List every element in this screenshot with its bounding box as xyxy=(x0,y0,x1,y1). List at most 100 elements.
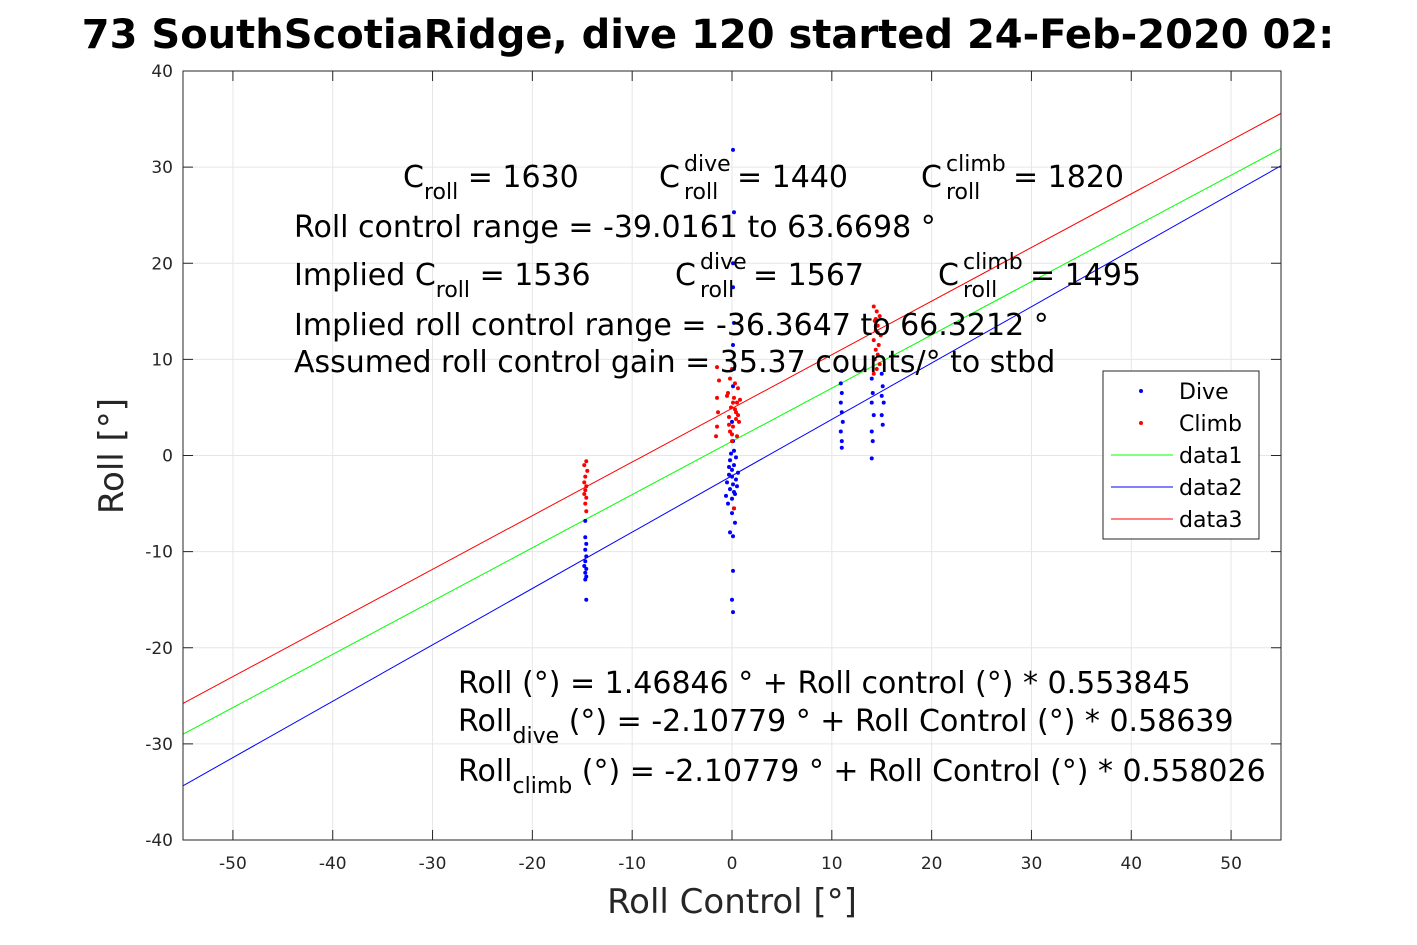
annotation-implied-dive-sub: roll xyxy=(700,278,734,303)
annotation-c-roll-dive-sup: dive xyxy=(684,152,731,177)
annotation-c-roll-climb-sub: roll xyxy=(946,180,980,205)
point-dive xyxy=(733,477,738,482)
equation-roll: Roll (°) = 1.46846 ° + Roll control (°) … xyxy=(458,666,1191,701)
point-climb xyxy=(877,362,882,367)
point-dive xyxy=(583,570,588,575)
annotation-c-roll-dive-val: = 1440 xyxy=(737,160,848,195)
point-dive xyxy=(870,391,875,396)
point-dive xyxy=(728,458,733,463)
point-dive xyxy=(724,493,729,498)
chart-title: 73 SouthScotiaRidge, dive 120 started 24… xyxy=(82,12,1334,58)
legend-marker-climb xyxy=(1139,421,1143,425)
annotation-implied-climb-sub: roll xyxy=(963,278,997,303)
point-climb xyxy=(877,314,882,319)
point-climb xyxy=(735,386,740,391)
x-tick-label: -30 xyxy=(419,854,447,874)
point-dive xyxy=(730,261,735,266)
point-climb xyxy=(871,338,876,343)
annotation-c-roll: Croll = 1630 xyxy=(403,160,579,205)
point-climb xyxy=(715,395,720,400)
equation-roll-dive: Rolldive (°) = -2.10779 ° + Roll Control… xyxy=(458,704,1234,749)
point-dive xyxy=(731,210,736,215)
point-dive xyxy=(734,484,739,489)
point-dive xyxy=(584,566,589,571)
point-dive xyxy=(584,554,589,559)
point-climb xyxy=(584,495,589,500)
annotation-implied-dive-base: C xyxy=(675,258,696,293)
y-tick-label: -20 xyxy=(145,639,173,659)
point-climb xyxy=(875,330,880,335)
point-dive xyxy=(583,577,588,582)
point-dive xyxy=(727,465,732,470)
point-dive xyxy=(730,285,735,290)
point-climb xyxy=(582,480,587,485)
point-climb xyxy=(873,347,878,352)
point-dive xyxy=(838,400,843,405)
point-dive xyxy=(583,535,588,540)
legend-label-data3: data3 xyxy=(1179,508,1243,533)
point-dive xyxy=(879,413,884,418)
x-tick-label: -10 xyxy=(618,854,646,874)
point-climb xyxy=(871,371,876,376)
point-dive xyxy=(731,320,736,325)
y-tick-label: 0 xyxy=(162,447,173,467)
point-climb xyxy=(584,509,589,514)
point-climb xyxy=(730,400,735,405)
point-climb xyxy=(878,333,883,338)
scatter-points xyxy=(582,147,886,615)
point-dive xyxy=(869,376,874,381)
point-climb xyxy=(874,366,879,371)
point-dive xyxy=(730,147,735,152)
point-climb xyxy=(729,405,734,410)
point-dive xyxy=(871,413,876,418)
point-dive xyxy=(880,384,885,389)
point-climb xyxy=(730,424,735,429)
point-dive xyxy=(730,474,734,479)
point-climb xyxy=(875,352,880,357)
point-climb xyxy=(736,419,741,424)
point-dive xyxy=(730,419,734,424)
point-climb xyxy=(727,422,732,427)
point-dive xyxy=(583,559,588,564)
legend-marker-dive xyxy=(1139,389,1143,393)
annotation-control-gain: Assumed roll control gain = 35.37 counts… xyxy=(294,345,1055,380)
point-climb xyxy=(728,429,733,434)
point-dive xyxy=(839,391,844,396)
point-climb xyxy=(735,413,740,418)
x-tick-label: -40 xyxy=(319,854,347,874)
point-climb xyxy=(716,410,721,415)
point-climb xyxy=(584,484,589,489)
point-dive xyxy=(583,518,588,523)
point-dive xyxy=(730,342,735,347)
annotation-c-roll-line: Croll = 1630 C dive roll = 1440 C climb … xyxy=(403,152,1124,205)
point-dive xyxy=(730,496,734,501)
point-climb xyxy=(732,381,737,386)
point-dive xyxy=(730,511,734,516)
point-climb xyxy=(731,395,736,400)
point-dive xyxy=(731,490,736,495)
point-climb xyxy=(728,376,733,381)
y-tick-label: -40 xyxy=(145,831,173,851)
annotation-c-roll-dive-sub: roll xyxy=(684,180,718,205)
point-dive xyxy=(584,541,589,546)
point-dive xyxy=(881,400,886,405)
x-tick-label: 30 xyxy=(1021,854,1043,874)
point-dive xyxy=(839,445,844,450)
point-dive xyxy=(725,480,730,485)
point-dive xyxy=(726,501,731,506)
point-climb xyxy=(582,463,587,468)
x-axis-label: Roll Control [°] xyxy=(607,882,857,922)
point-dive xyxy=(727,472,732,477)
point-climb xyxy=(725,393,730,398)
y-tick-label: 10 xyxy=(151,350,173,370)
point-climb xyxy=(730,366,734,371)
point-dive xyxy=(730,534,735,539)
y-axis-label: Roll [°] xyxy=(92,398,132,514)
point-climb xyxy=(874,309,879,314)
annotation-implied-climb-sup: climb xyxy=(963,250,1023,275)
point-climb xyxy=(730,439,734,444)
point-dive xyxy=(730,482,735,487)
annotation-c-roll-dive-base: C xyxy=(659,160,680,195)
point-climb xyxy=(583,501,588,506)
